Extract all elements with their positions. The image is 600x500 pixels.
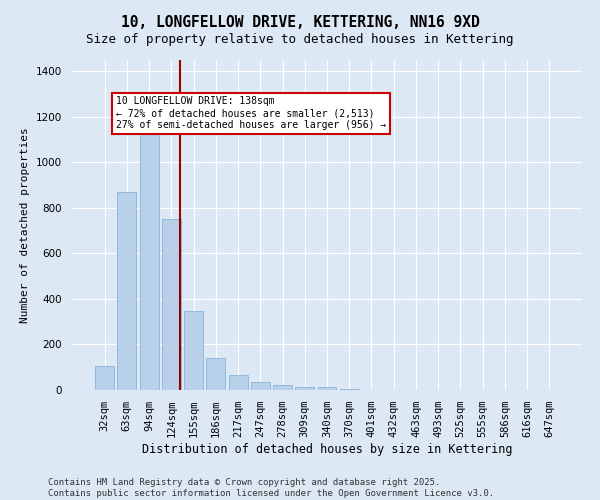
Bar bbox=[295, 386, 314, 390]
Bar bbox=[317, 388, 337, 390]
Text: Contains HM Land Registry data © Crown copyright and database right 2025.
Contai: Contains HM Land Registry data © Crown c… bbox=[48, 478, 494, 498]
Bar bbox=[184, 311, 203, 390]
Bar bbox=[95, 366, 114, 390]
Text: 10, LONGFELLOW DRIVE, KETTERING, NN16 9XD: 10, LONGFELLOW DRIVE, KETTERING, NN16 9X… bbox=[121, 15, 479, 30]
Text: 10 LONGFELLOW DRIVE: 138sqm
← 72% of detached houses are smaller (2,513)
27% of : 10 LONGFELLOW DRIVE: 138sqm ← 72% of det… bbox=[116, 96, 386, 130]
Bar bbox=[118, 192, 136, 390]
Bar bbox=[251, 382, 270, 390]
Bar bbox=[206, 358, 225, 390]
Text: Size of property relative to detached houses in Kettering: Size of property relative to detached ho… bbox=[86, 32, 514, 46]
Bar bbox=[273, 385, 292, 390]
Bar bbox=[140, 128, 158, 390]
Bar bbox=[340, 389, 359, 390]
X-axis label: Distribution of detached houses by size in Kettering: Distribution of detached houses by size … bbox=[142, 443, 512, 456]
Y-axis label: Number of detached properties: Number of detached properties bbox=[20, 127, 31, 323]
Bar bbox=[162, 220, 181, 390]
Bar bbox=[229, 375, 248, 390]
